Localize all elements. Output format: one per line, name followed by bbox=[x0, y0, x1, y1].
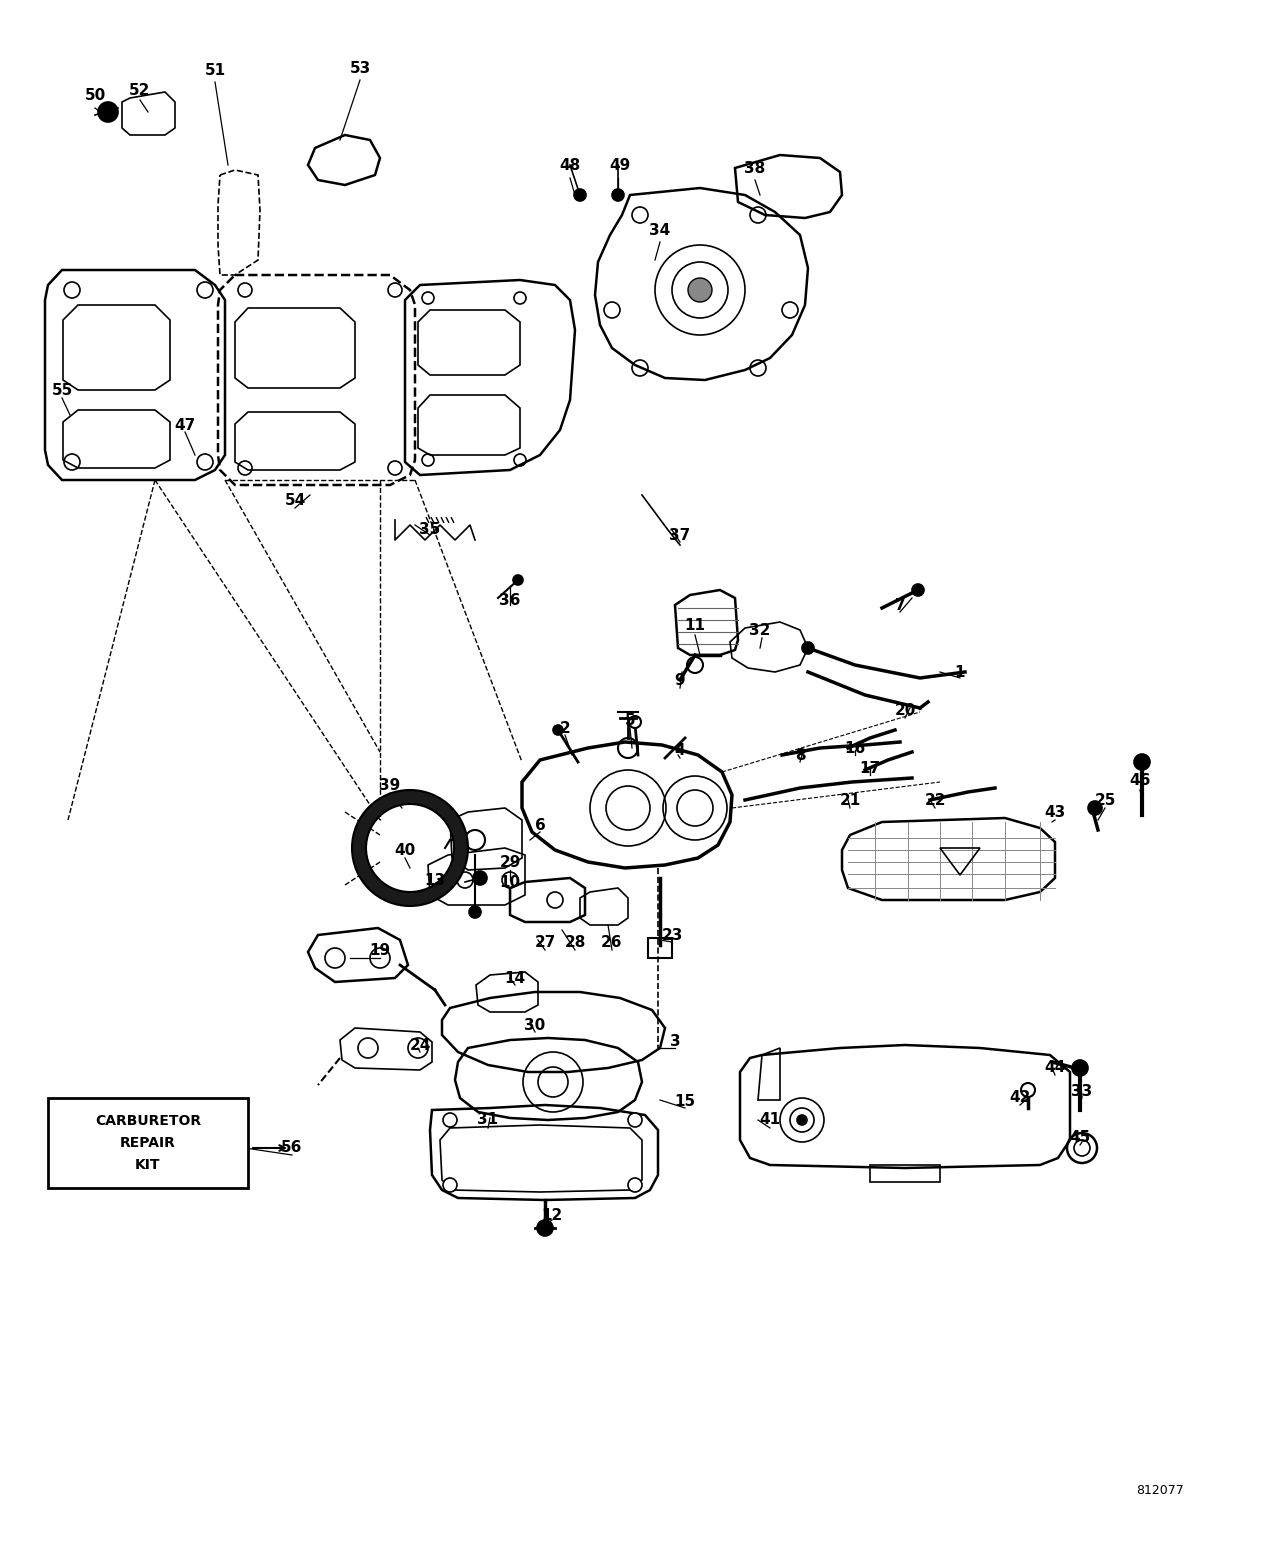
Text: 15: 15 bbox=[675, 1094, 695, 1110]
Text: 37: 37 bbox=[669, 527, 691, 543]
Text: 32: 32 bbox=[749, 622, 771, 638]
Circle shape bbox=[443, 1113, 457, 1127]
Text: 28: 28 bbox=[564, 934, 586, 949]
Circle shape bbox=[465, 829, 485, 850]
Text: 34: 34 bbox=[649, 223, 671, 237]
Circle shape bbox=[911, 585, 924, 596]
Circle shape bbox=[628, 716, 641, 728]
Text: 4: 4 bbox=[675, 742, 685, 758]
Text: 9: 9 bbox=[675, 672, 685, 688]
Circle shape bbox=[513, 575, 524, 585]
Text: 38: 38 bbox=[745, 161, 765, 176]
Circle shape bbox=[1088, 801, 1102, 815]
Text: 33: 33 bbox=[1071, 1085, 1093, 1099]
Circle shape bbox=[1021, 1084, 1036, 1098]
Text: 49: 49 bbox=[609, 157, 631, 173]
Text: 6: 6 bbox=[535, 817, 545, 833]
Text: 54: 54 bbox=[284, 493, 306, 508]
Text: 23: 23 bbox=[662, 928, 682, 943]
Text: 50: 50 bbox=[84, 87, 106, 103]
Text: REPAIR: REPAIR bbox=[120, 1137, 175, 1151]
Text: 56: 56 bbox=[282, 1141, 302, 1155]
Text: KIT: KIT bbox=[136, 1158, 161, 1172]
Text: 52: 52 bbox=[129, 83, 151, 98]
Text: 24: 24 bbox=[410, 1037, 430, 1052]
Text: 19: 19 bbox=[370, 943, 390, 957]
Text: 42: 42 bbox=[1010, 1090, 1030, 1105]
Text: 14: 14 bbox=[504, 971, 526, 985]
Circle shape bbox=[797, 1115, 806, 1126]
Text: 30: 30 bbox=[525, 1018, 545, 1032]
Text: 51: 51 bbox=[205, 62, 225, 78]
Text: 48: 48 bbox=[559, 157, 581, 173]
Text: 55: 55 bbox=[51, 382, 73, 398]
Text: 47: 47 bbox=[174, 418, 196, 432]
Circle shape bbox=[573, 189, 586, 201]
Text: 39: 39 bbox=[379, 778, 401, 792]
Text: 46: 46 bbox=[1129, 773, 1151, 787]
Text: 17: 17 bbox=[859, 761, 881, 775]
Circle shape bbox=[538, 1221, 553, 1236]
Text: 25: 25 bbox=[1094, 792, 1116, 808]
Text: 44: 44 bbox=[1044, 1060, 1066, 1076]
Circle shape bbox=[689, 278, 712, 302]
Text: 8: 8 bbox=[795, 747, 805, 762]
Text: 43: 43 bbox=[1044, 804, 1066, 820]
Circle shape bbox=[474, 871, 486, 886]
Text: 53: 53 bbox=[349, 61, 371, 75]
Text: 3: 3 bbox=[669, 1035, 680, 1049]
Text: 22: 22 bbox=[924, 792, 946, 808]
Circle shape bbox=[803, 642, 814, 653]
Text: 40: 40 bbox=[394, 842, 416, 857]
Circle shape bbox=[443, 1179, 457, 1193]
Text: 16: 16 bbox=[845, 741, 865, 756]
Text: 27: 27 bbox=[534, 934, 556, 949]
Text: 5: 5 bbox=[625, 712, 635, 728]
Circle shape bbox=[1073, 1060, 1088, 1076]
Text: 812077: 812077 bbox=[1137, 1484, 1184, 1497]
Text: 11: 11 bbox=[685, 617, 705, 633]
Text: 29: 29 bbox=[499, 854, 521, 870]
Circle shape bbox=[628, 1113, 643, 1127]
Circle shape bbox=[628, 1179, 643, 1193]
Text: 41: 41 bbox=[759, 1113, 781, 1127]
Bar bbox=[49, 1098, 248, 1188]
Text: 36: 36 bbox=[499, 592, 521, 608]
Text: 10: 10 bbox=[499, 875, 521, 890]
Text: 45: 45 bbox=[1069, 1130, 1091, 1146]
Text: 1: 1 bbox=[955, 664, 965, 680]
Text: 31: 31 bbox=[477, 1113, 499, 1127]
Text: 12: 12 bbox=[541, 1208, 563, 1222]
Text: 35: 35 bbox=[420, 522, 440, 538]
Text: 20: 20 bbox=[895, 703, 915, 717]
Text: 13: 13 bbox=[425, 873, 445, 887]
Circle shape bbox=[553, 725, 563, 734]
Text: 21: 21 bbox=[840, 792, 860, 808]
Text: CARBURETOR: CARBURETOR bbox=[95, 1115, 201, 1129]
Text: 2: 2 bbox=[559, 720, 571, 736]
Text: 26: 26 bbox=[602, 934, 623, 949]
Circle shape bbox=[1134, 755, 1149, 770]
Circle shape bbox=[612, 189, 625, 201]
Circle shape bbox=[468, 906, 481, 918]
Circle shape bbox=[99, 101, 118, 122]
Text: 7: 7 bbox=[895, 597, 905, 613]
